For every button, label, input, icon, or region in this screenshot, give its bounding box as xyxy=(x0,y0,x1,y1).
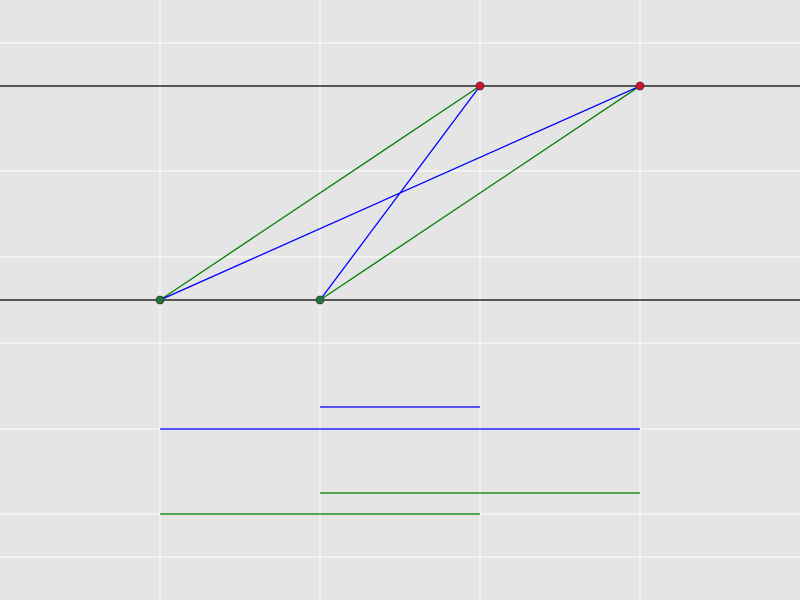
point-b xyxy=(315,295,325,305)
connector-lines xyxy=(159,85,641,301)
point-d xyxy=(635,81,645,91)
reference-lines xyxy=(0,85,800,301)
point-c xyxy=(475,81,485,91)
connector-a-c xyxy=(159,85,481,301)
connector-b-c xyxy=(319,85,481,301)
comparison-segments xyxy=(160,406,640,515)
connector-b-d xyxy=(319,85,641,301)
points xyxy=(155,81,645,305)
point-a xyxy=(155,295,165,305)
